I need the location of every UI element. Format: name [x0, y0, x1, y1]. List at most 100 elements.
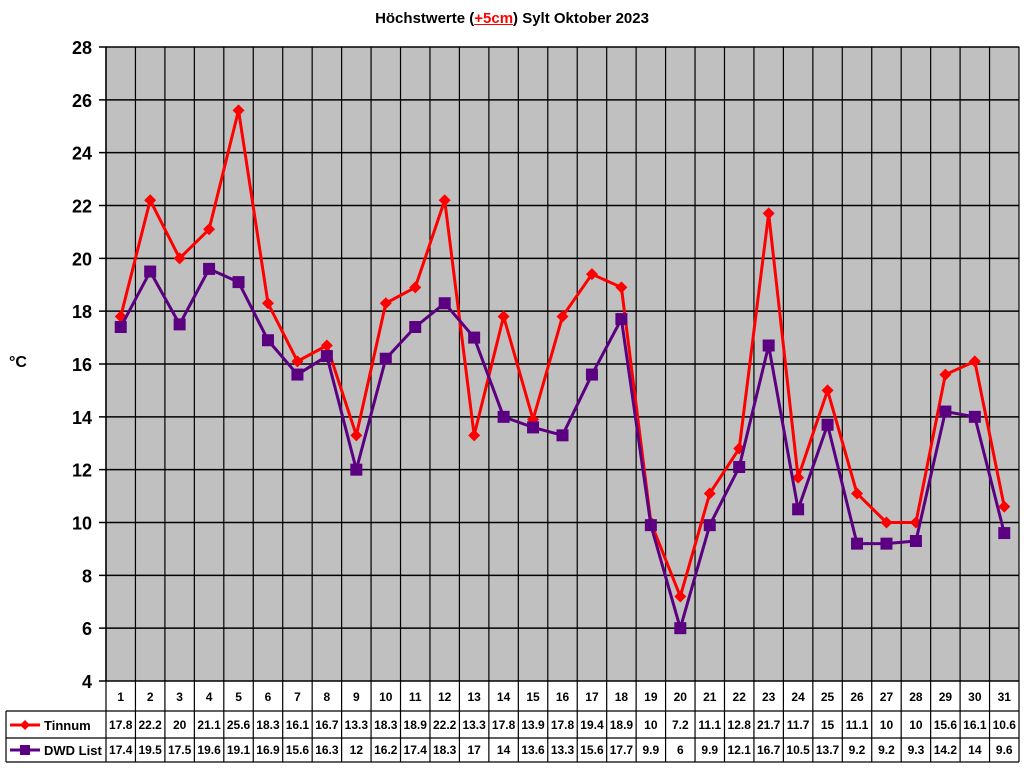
square-marker [880, 537, 893, 550]
square-marker [585, 368, 598, 381]
square-marker [821, 418, 834, 431]
x-tick-label: 16 [556, 690, 570, 704]
square-marker [144, 265, 157, 278]
diamond-marker [939, 368, 952, 381]
table-value: 18.3 [374, 718, 398, 732]
y-tick-label: 8 [82, 566, 92, 586]
diamond-marker [851, 487, 864, 500]
table-value: 16.1 [963, 718, 987, 732]
table-value: 16.9 [256, 743, 280, 757]
legend-label: Tinnum [44, 718, 91, 733]
table-value: 16.3 [315, 743, 339, 757]
square-marker [762, 339, 775, 352]
diamond-marker [762, 207, 775, 220]
table-value: 14.2 [934, 743, 958, 757]
table-value: 9.9 [643, 743, 660, 757]
diamond-marker [556, 310, 569, 323]
diamond-marker [998, 500, 1011, 513]
y-tick-label: 4 [82, 672, 92, 692]
y-tick-label: 12 [72, 461, 92, 481]
table-value: 17.5 [168, 743, 192, 757]
diamond-marker [468, 429, 481, 442]
x-tick-label: 28 [909, 690, 923, 704]
table-value: 13.7 [816, 743, 840, 757]
diamond-marker [203, 223, 216, 236]
x-tick-label: 6 [265, 690, 272, 704]
table-value: 9.6 [996, 743, 1013, 757]
y-tick-label: 6 [82, 619, 92, 639]
table-value: 12.8 [728, 718, 752, 732]
table-value: 19.4 [580, 718, 604, 732]
x-tick-label: 11 [409, 690, 422, 704]
y-tick-label: 26 [72, 91, 92, 111]
table-value: 16.7 [757, 743, 781, 757]
x-tick-label: 20 [674, 690, 688, 704]
table-value: 21.1 [197, 718, 221, 732]
table-value: 13.3 [462, 718, 486, 732]
y-tick-label: 18 [72, 302, 92, 322]
square-marker [173, 318, 186, 331]
table-value: 14 [497, 743, 511, 757]
square-marker [114, 321, 127, 334]
square-marker [968, 410, 981, 423]
diamond-marker [261, 297, 274, 310]
table-value: 11.1 [846, 718, 869, 732]
table-value: 17.4 [109, 743, 133, 757]
table-value: 22.2 [138, 718, 162, 732]
table-value: 15.6 [286, 743, 310, 757]
table-value: 15.6 [580, 743, 604, 757]
x-tick-label: 21 [703, 690, 717, 704]
table-value: 18.9 [404, 718, 428, 732]
square-marker [851, 537, 864, 550]
x-tick-label: 31 [998, 690, 1012, 704]
square-marker [438, 297, 451, 310]
diamond-marker [173, 252, 186, 265]
x-tick-label: 4 [206, 690, 213, 704]
x-tick-label: 8 [324, 690, 331, 704]
x-tick-label: 14 [497, 690, 511, 704]
diamond-marker [585, 268, 598, 281]
table-value: 9.9 [701, 743, 718, 757]
square-marker [291, 368, 304, 381]
diamond-marker [821, 384, 834, 397]
diamond-marker [320, 339, 333, 352]
square-marker [674, 622, 687, 635]
square-marker [203, 262, 216, 275]
diamond-marker [497, 310, 510, 323]
table-value: 18.3 [433, 743, 457, 757]
square-marker [556, 429, 569, 442]
diamond-marker [968, 355, 981, 368]
table-value: 10 [909, 718, 923, 732]
table-value: 12 [350, 743, 364, 757]
square-marker [261, 334, 274, 347]
table-value: 6 [677, 743, 684, 757]
square-marker [232, 276, 245, 289]
x-tick-label: 30 [968, 690, 982, 704]
square-marker [320, 350, 333, 363]
table-value: 19.5 [138, 743, 162, 757]
chart-title: Höchstwerte (+5cm) Sylt Oktober 2023 [375, 10, 649, 27]
table-value: 19.1 [227, 743, 251, 757]
table-value: 22.2 [433, 718, 457, 732]
y-tick-label: 14 [72, 408, 92, 428]
diamond-marker [232, 104, 245, 117]
x-tick-label: 23 [762, 690, 776, 704]
diamond-marker [880, 516, 893, 529]
table-value: 17.8 [551, 718, 575, 732]
diamond-marker [350, 429, 363, 442]
x-tick-label: 12 [438, 690, 452, 704]
legend-label: DWD List [44, 743, 102, 758]
square-marker [350, 463, 363, 476]
table-value: 17.8 [109, 718, 133, 732]
x-tick-label: 3 [176, 690, 183, 704]
legend-square-icon [20, 745, 30, 755]
x-tick-label: 13 [467, 690, 481, 704]
table-value: 17 [467, 743, 481, 757]
y-tick-label: 20 [72, 249, 92, 269]
square-marker [409, 321, 422, 334]
table-value: 13.6 [521, 743, 545, 757]
x-tick-label: 9 [353, 690, 360, 704]
table-value: 13.3 [345, 718, 369, 732]
x-tick-label: 25 [821, 690, 835, 704]
